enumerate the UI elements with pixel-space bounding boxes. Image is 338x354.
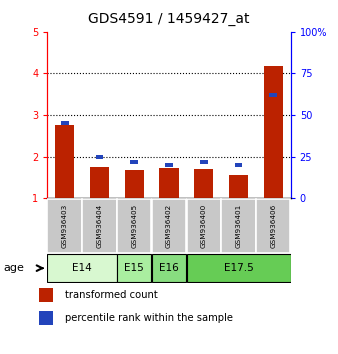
Bar [200,160,208,164]
Text: GDS4591 / 1459427_at: GDS4591 / 1459427_at [88,12,250,27]
Text: GSM936401: GSM936401 [236,204,242,248]
Text: transformed count: transformed count [65,290,158,300]
Bar [55,125,74,198]
Bar [160,168,178,198]
Bar [61,121,69,125]
Bar [39,288,53,302]
Bar [264,67,283,198]
Bar [125,170,144,198]
Bar [48,254,117,282]
Bar [48,199,82,252]
Bar [130,160,138,164]
Bar [194,169,213,198]
Bar [187,254,290,282]
Text: E16: E16 [159,263,179,273]
Text: percentile rank within the sample: percentile rank within the sample [65,313,233,323]
Bar [187,199,221,252]
Text: GSM936403: GSM936403 [62,204,68,248]
Bar [90,167,109,198]
Bar [235,163,242,167]
Text: GSM936402: GSM936402 [166,204,172,248]
Bar [221,199,256,252]
Bar [39,311,53,325]
Bar [117,199,151,252]
Bar [256,199,290,252]
Text: E15: E15 [124,263,144,273]
Bar [165,163,173,167]
Bar [82,199,117,252]
Text: GSM936404: GSM936404 [96,204,102,248]
Text: E17.5: E17.5 [224,263,254,273]
Bar [229,175,248,198]
Text: E14: E14 [72,263,92,273]
Bar [152,199,186,252]
Bar [269,93,277,97]
Text: GSM936400: GSM936400 [201,204,207,248]
Text: GSM936406: GSM936406 [270,204,276,248]
Bar [117,254,151,282]
Text: GSM936405: GSM936405 [131,204,137,248]
Bar [152,254,186,282]
Text: age: age [3,263,24,273]
Bar [96,155,103,159]
